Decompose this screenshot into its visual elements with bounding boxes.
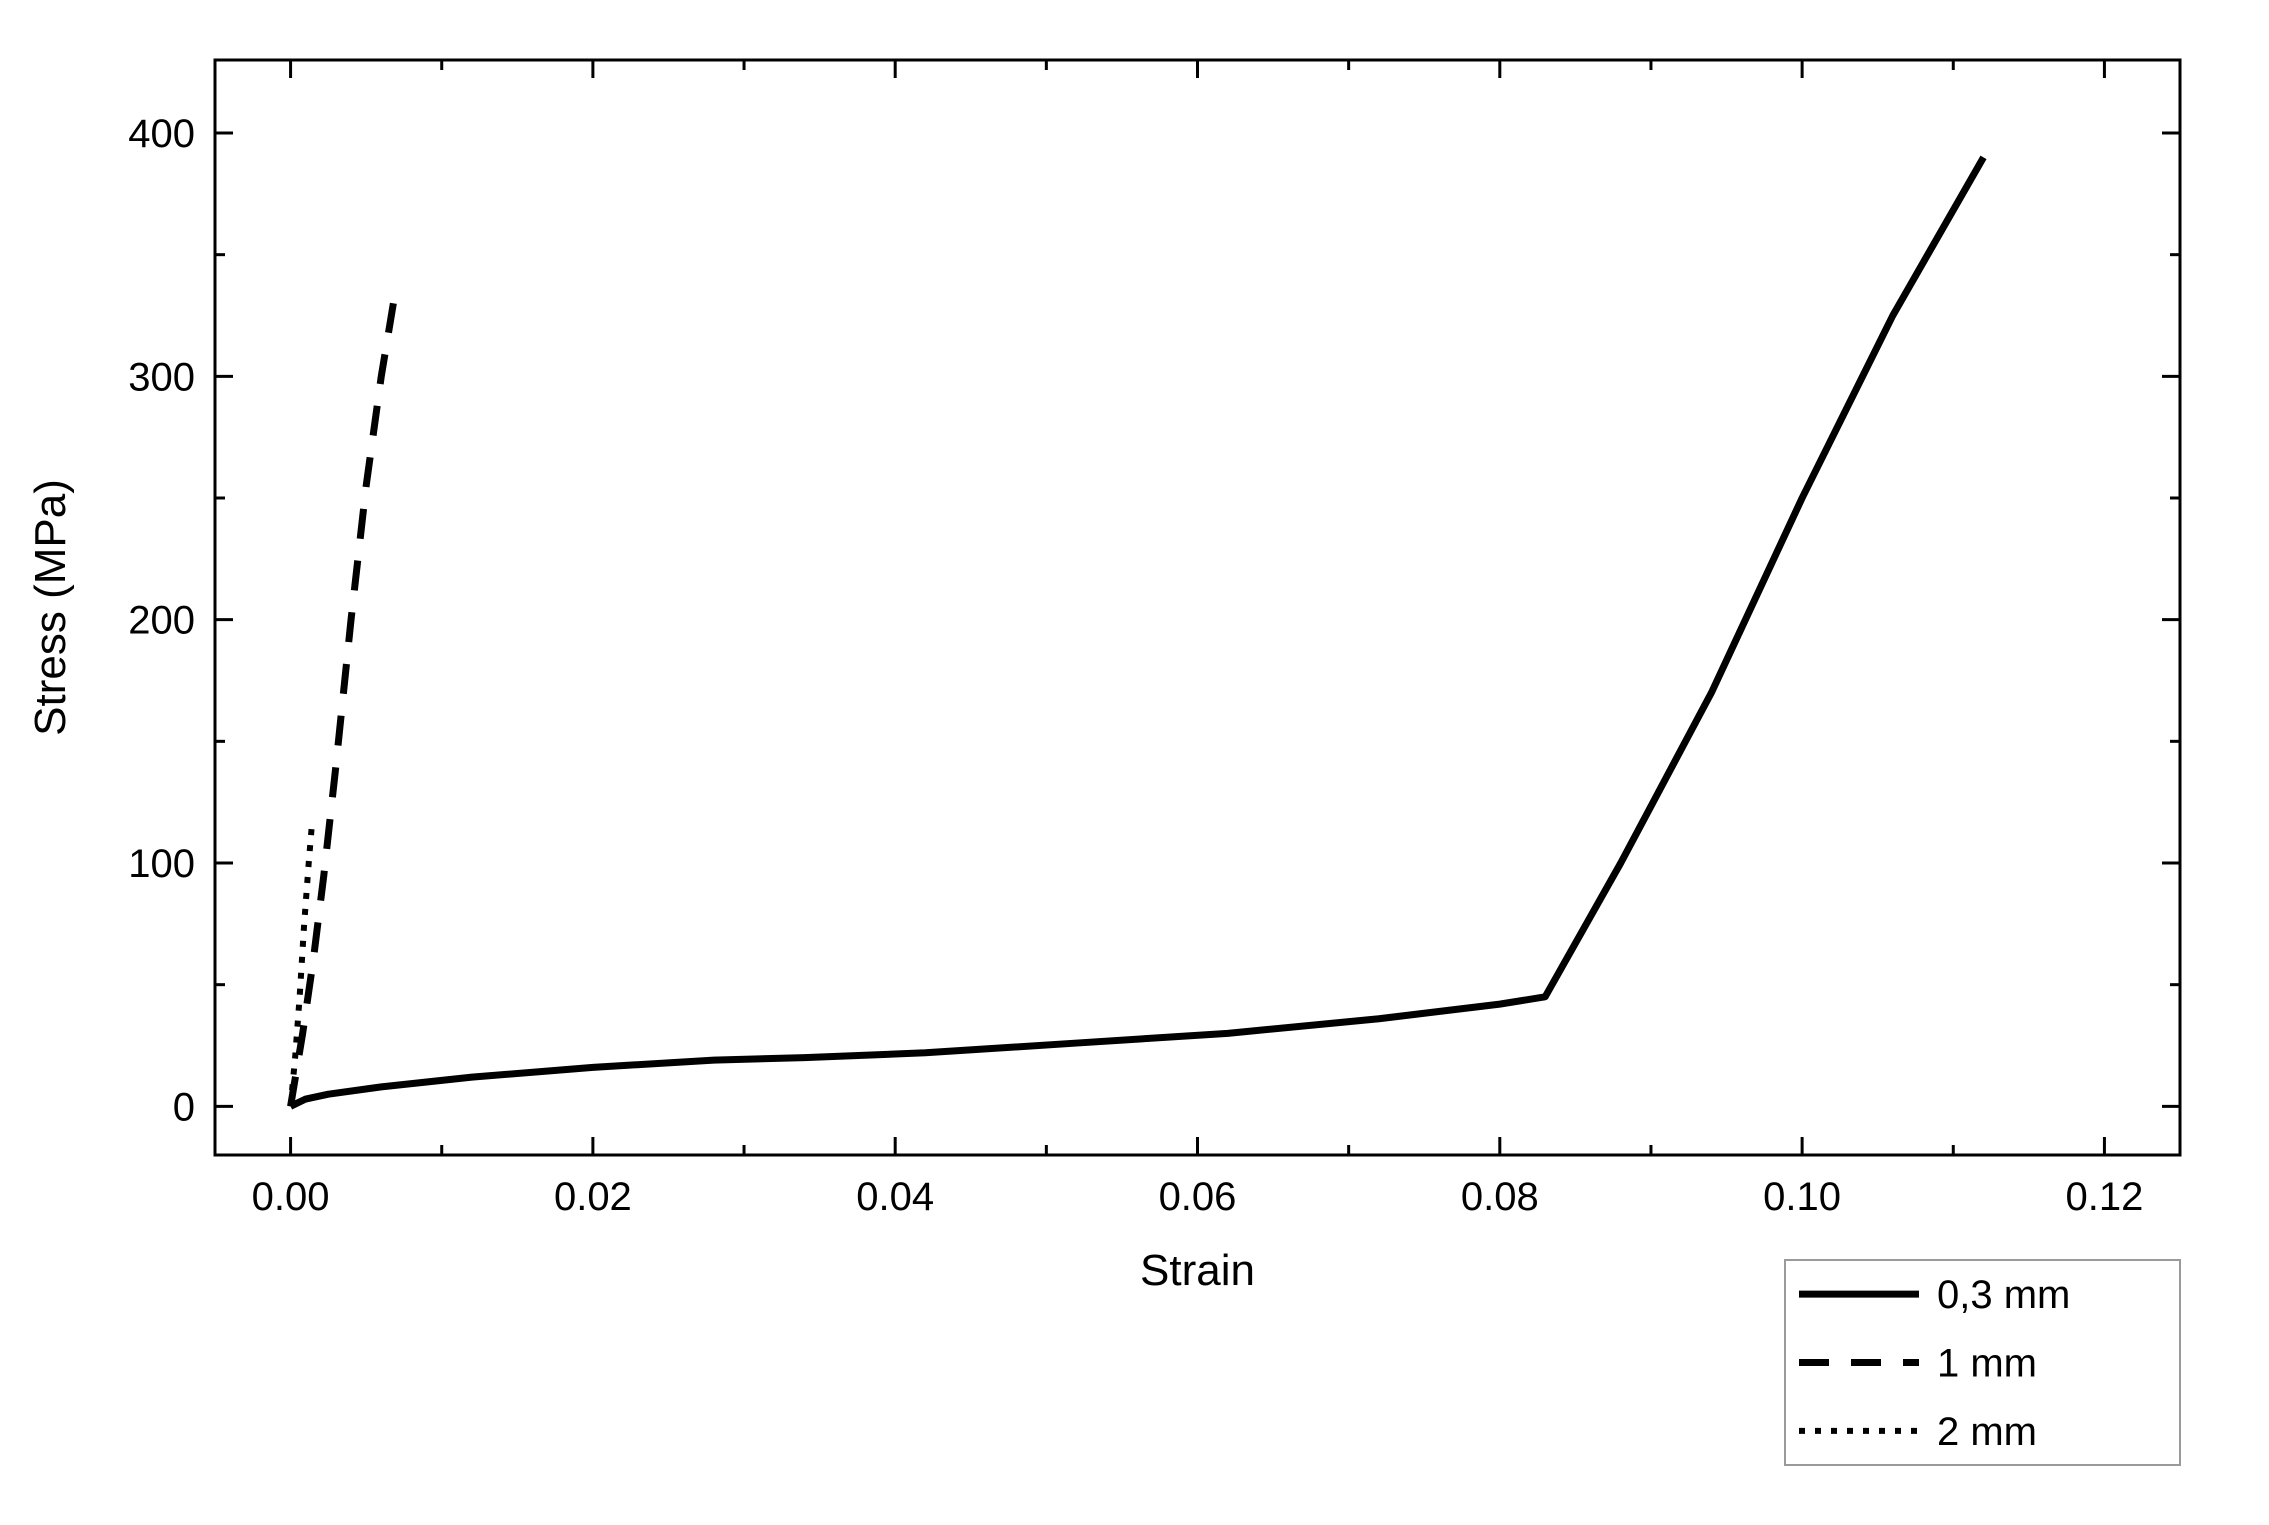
x-tick-label: 0.02 [554, 1175, 632, 1219]
y-tick-label: 0 [173, 1085, 195, 1129]
x-tick-label: 0.00 [252, 1175, 330, 1219]
y-tick-label: 400 [128, 112, 195, 156]
y-tick-label: 100 [128, 842, 195, 886]
y-axis-label: Stress (MPa) [26, 479, 75, 736]
stress-strain-chart: 0.00 0.02 0.04 0.06 0.08 0.10 0.12 0 100 200 300 40… [0, 0, 2269, 1525]
x-tick-label: 0.08 [1461, 1175, 1539, 1219]
x-tick-label: 0.10 [1763, 1175, 1841, 1219]
legend-label: 2 mm [1937, 1410, 2037, 1454]
x-tick-label: 0.12 [2065, 1175, 2143, 1219]
legend-label: 0,3 mm [1937, 1273, 2070, 1317]
x-tick-label: 0.06 [1159, 1175, 1237, 1219]
y-tick-label: 300 [128, 355, 195, 399]
legend: 0,3 mm 1 mm 2 mm [1785, 1260, 2180, 1465]
y-tick-label: 200 [128, 599, 195, 643]
x-tick-label: 0.04 [856, 1175, 934, 1219]
legend-label: 1 mm [1937, 1342, 2037, 1386]
x-axis-label: Strain [1140, 1246, 1255, 1295]
